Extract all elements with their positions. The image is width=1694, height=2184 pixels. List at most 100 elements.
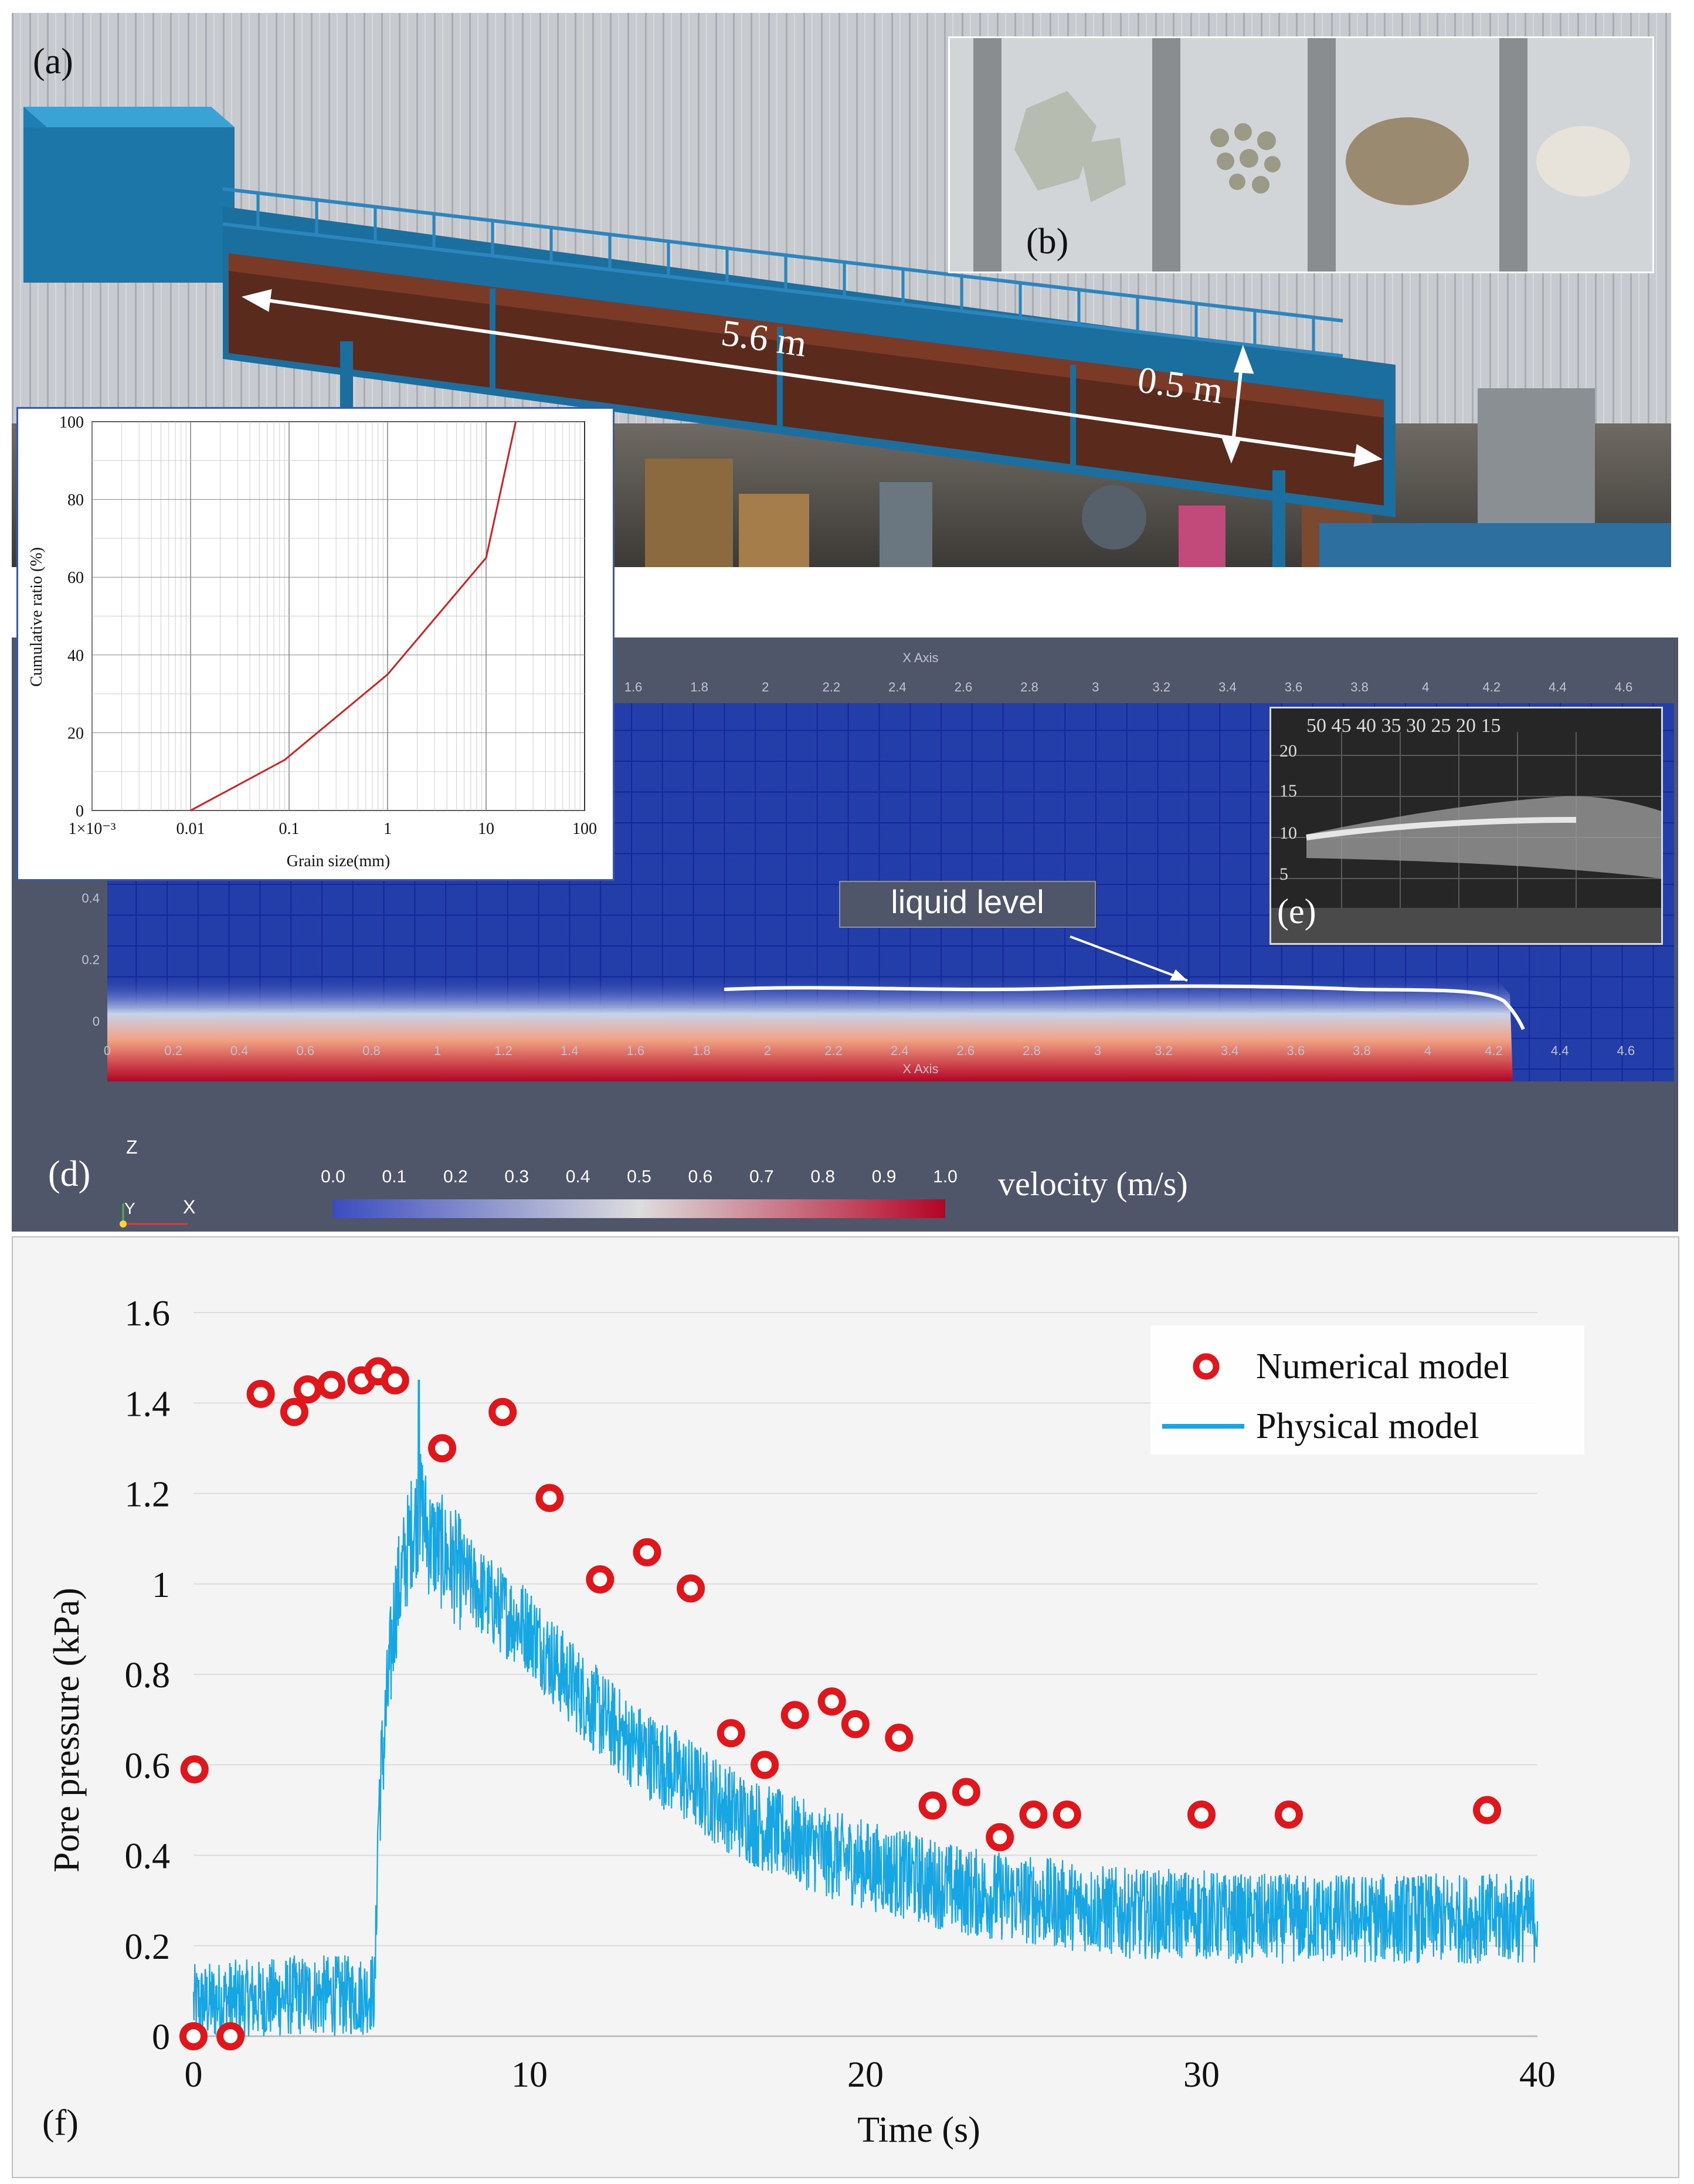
x-axis-title-bottom: X Axis — [902, 1062, 938, 1076]
numerical-model-point — [677, 1574, 705, 1603]
numerical-model-point — [986, 1823, 1014, 1851]
numerical-model-series — [179, 1357, 1502, 2050]
pore-pressure-xticks: 0 10 20 30 40 — [185, 2055, 1556, 2095]
x-tick-bottom: 4.4 — [1551, 1043, 1569, 1058]
grain-size-ylabel: Cumulative ratio (%) — [28, 547, 46, 687]
numerical-model-point — [586, 1565, 615, 1594]
numerical-model-point — [1053, 1800, 1081, 1829]
panel-f-letter: (f) — [42, 2103, 79, 2143]
y-tick-left: 0 — [93, 1014, 100, 1029]
x-tick-top: 2.4 — [888, 680, 907, 694]
grain-size-ytick: 20 — [67, 724, 84, 742]
numerical-model-point — [952, 1778, 980, 1806]
panel-a-letter: (a) — [33, 42, 73, 82]
x-tick-bottom: 4 — [1424, 1043, 1431, 1058]
panel-b-letter: (b) — [1026, 222, 1069, 262]
x-tick-bottom: 0.8 — [362, 1043, 381, 1058]
pore-pressure-ylabel: Pore pressure (kPa) — [47, 1588, 87, 1873]
handwritten-mark-5: 5 — [1279, 864, 1288, 884]
pore-pressure-ytick: 0.8 — [125, 1656, 171, 1695]
handwritten-scale: 50 45 40 35 30 25 20 15 — [1306, 715, 1501, 737]
colorbar-tick: 0.3 — [504, 1167, 529, 1186]
debris-flow-body — [107, 978, 1513, 1081]
grain-samples-photo-inset: (b) — [948, 36, 1654, 273]
pore-pressure-legend: Numerical model Physical model — [1150, 1325, 1584, 1454]
pore-pressure-xtick: 0 — [185, 2055, 203, 2095]
numerical-model-point — [751, 1751, 779, 1779]
grain-size-xtick: 100 — [572, 820, 597, 838]
colorbar-tick: 0.6 — [688, 1167, 713, 1186]
grain-size-xtick: 0.01 — [176, 820, 205, 838]
numerical-model-point — [381, 1366, 409, 1395]
colorbar-tick: 0.8 — [810, 1167, 835, 1186]
x-tick-top: 4.6 — [1615, 680, 1633, 694]
handwritten-mark-20: 20 — [1279, 741, 1297, 761]
x-tick-top: 4 — [1422, 680, 1429, 694]
velocity-colorbar-label: velocity (m/s) — [998, 1165, 1188, 1203]
x-tick-bottom: 1 — [434, 1043, 441, 1058]
numerical-model-point — [1019, 1800, 1048, 1829]
x-tick-bottom: 2.6 — [957, 1043, 975, 1058]
grain-size-xtick: 1 — [383, 820, 392, 838]
pore-pressure-chart: 0 0.2 0.4 0.6 0.8 1 1.2 1.4 1.6 0 10 20 30 40 Numeri… — [42, 1294, 1584, 2150]
pore-pressure-xtick: 40 — [1519, 2055, 1556, 2095]
panel-e-letter: (e) — [1277, 892, 1316, 931]
pore-pressure-ytick: 1.4 — [125, 1384, 171, 1424]
x-tick-bottom: 1.2 — [494, 1043, 512, 1058]
numerical-model-point — [293, 1375, 322, 1404]
y-tick-left: 0.4 — [82, 891, 100, 906]
legend-physical-label: Physical model — [1256, 1406, 1479, 1446]
grain-size-xlabel: Grain size(mm) — [287, 852, 391, 870]
x-tick-top: 3.8 — [1350, 680, 1369, 694]
z-axis-label: Z — [126, 1137, 138, 1158]
colorbar-ticks: 0.0 0.1 0.2 0.3 0.4 0.5 0.6 0.7 0.8 0.9 1.0 — [321, 1167, 958, 1186]
pore-pressure-xtick: 20 — [847, 2055, 884, 2095]
pore-pressure-xlabel: Time (s) — [857, 2110, 980, 2150]
colorbar-tick: 0.9 — [872, 1167, 897, 1186]
numerical-model-point — [180, 1755, 209, 1783]
grain-size-ytick: 0 — [76, 802, 84, 820]
x-tick-bottom: 3.6 — [1287, 1043, 1305, 1058]
grain-size-ytick: 80 — [67, 491, 84, 510]
grain-size-curve — [190, 421, 517, 812]
x-tick-bottom: 1.6 — [627, 1043, 645, 1058]
grain-size-ytick: 60 — [67, 569, 84, 587]
x-tick-bottom: 0.4 — [230, 1043, 249, 1058]
x-tick-bottom: 1.4 — [561, 1043, 579, 1058]
handwritten-mark-10: 10 — [1279, 823, 1297, 843]
grain-size-ytick: 40 — [67, 647, 84, 665]
x-tick-bottom: 2.4 — [891, 1043, 909, 1058]
colorbar-tick: 1.0 — [933, 1167, 958, 1186]
pore-pressure-ytick: 0 — [152, 2017, 170, 2057]
x-tick-bottom: 0.2 — [164, 1043, 182, 1058]
grain-size-ytick: 100 — [59, 413, 84, 432]
x-axis-title-top: X Axis — [902, 650, 938, 665]
x-tick-bottom: 0 — [104, 1043, 111, 1058]
numerical-model-point — [817, 1687, 846, 1716]
numerical-model-point — [216, 2022, 245, 2050]
numerical-model-point — [885, 1723, 914, 1752]
x-tick-top: 3 — [1092, 680, 1099, 694]
x-tick-bottom: 3.4 — [1221, 1043, 1239, 1058]
numerical-model-point — [780, 1701, 809, 1729]
grain-size-ticks: 1×10⁻³ 0.01 0.1 1 10 100 0 20 40 60 80 100 — [59, 413, 597, 838]
pore-pressure-xtick: 10 — [511, 2055, 548, 2095]
numerical-model-point — [317, 1371, 345, 1399]
liquid-level-arrow — [1070, 935, 1188, 982]
grain-size-xtick: 10 — [478, 820, 494, 838]
numerical-model-point — [1473, 1796, 1502, 1824]
x-tick-bottom: 3.8 — [1353, 1043, 1371, 1058]
y-axis-label: Y — [124, 1199, 135, 1218]
numerical-model-point — [918, 1791, 947, 1820]
liquid-level-arrowhead — [1170, 969, 1187, 981]
grain-size-xtick: 1×10⁻³ — [69, 820, 116, 838]
numerical-model-point — [535, 1484, 564, 1512]
x-tick-bottom: 4.6 — [1617, 1043, 1635, 1058]
numerical-model-point — [428, 1434, 457, 1463]
orientation-axes: Z Y X — [120, 1137, 195, 1227]
x-tick-top: 1.6 — [624, 680, 643, 694]
x-tick-bottom: 2.8 — [1023, 1043, 1041, 1058]
velocity-colorbar — [333, 1199, 945, 1218]
x-tick-bottom: 1.8 — [692, 1043, 711, 1058]
x-tick-top: 2.6 — [955, 680, 973, 694]
